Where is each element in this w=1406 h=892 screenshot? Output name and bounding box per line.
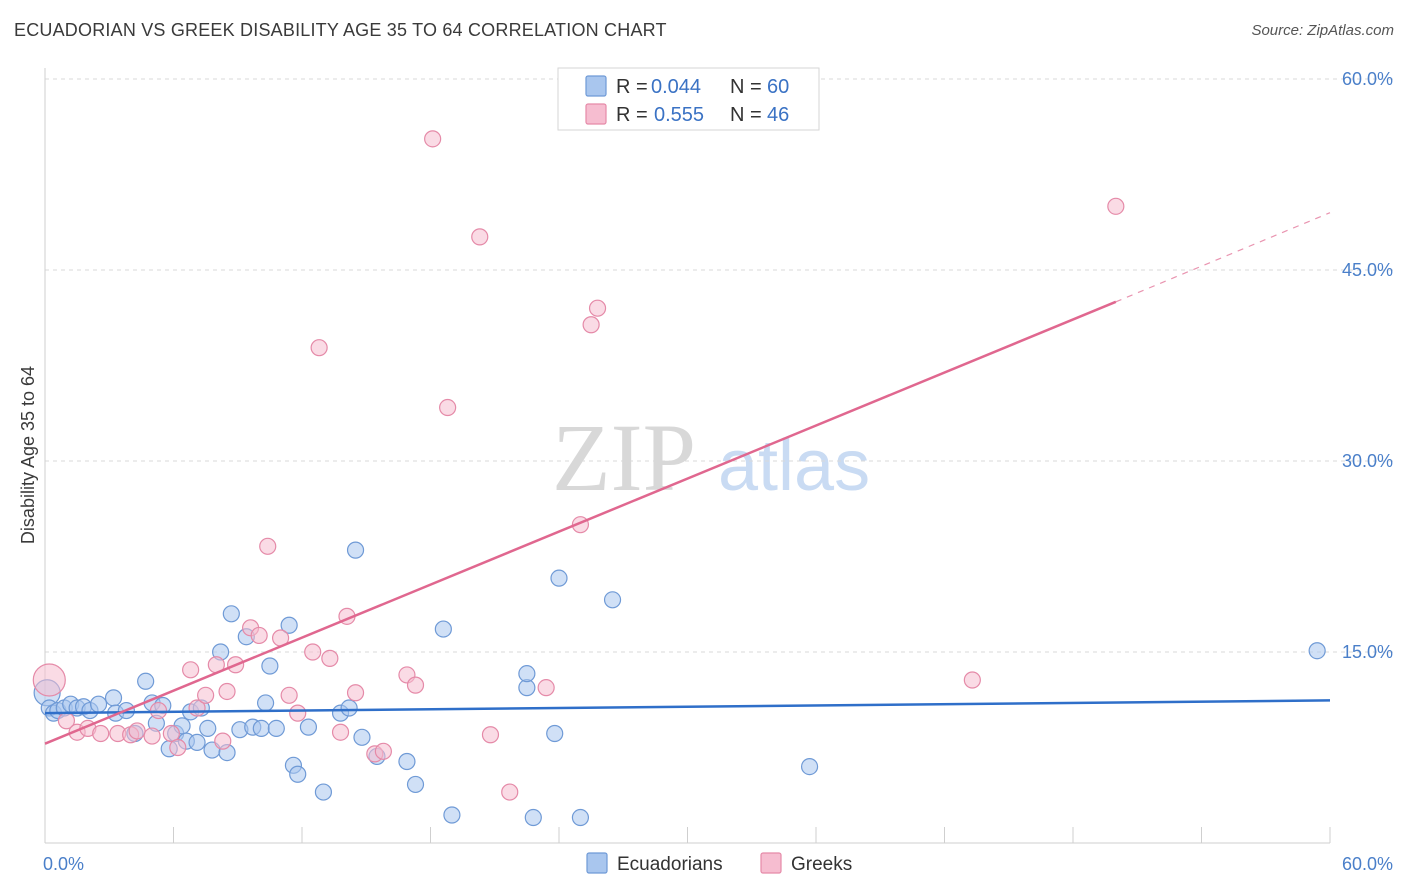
ecuadorian-point (434, 620, 452, 638)
legend-r-value-greeks: 0.555 (654, 104, 704, 126)
greek-point (32, 663, 66, 697)
greeks-trend-extension (1115, 212, 1331, 303)
greek-point (537, 679, 555, 697)
ecuadorians-trend-line (44, 699, 1331, 715)
ecuadorian-point (199, 719, 217, 738)
greek-point (963, 671, 981, 689)
ecuadorian-point (222, 605, 240, 623)
greeks-points (32, 130, 1125, 801)
ecuadorian-point (406, 775, 425, 794)
greek-point (321, 649, 339, 667)
ecuadorian-point (346, 541, 365, 559)
ecuadorian-point (256, 694, 275, 712)
greek-point (162, 724, 180, 743)
greek-point (169, 738, 187, 757)
greek-point (250, 626, 268, 645)
greek-point (331, 723, 350, 741)
ecuadorian-point (546, 724, 564, 743)
ecuadorian-point (261, 657, 279, 675)
greek-point (259, 537, 277, 555)
gridlines (45, 78, 1395, 653)
y-tick-labels: 15.0% 30.0% 45.0% 60.0% (1342, 69, 1393, 662)
greek-point (214, 732, 232, 750)
y-tick-label: 15.0% (1342, 642, 1393, 662)
correlation-legend: R = 0.044 N = 60 R = 0.555 N = 46 (557, 67, 820, 131)
legend-n-label-greeks: N = (730, 104, 762, 126)
ecuadorian-point (518, 665, 536, 683)
ecuadorian-point (104, 689, 123, 707)
legend-r-label-ecuadorians: R = (616, 76, 648, 98)
chart-title: ECUADORIAN VS GREEK DISABILITY AGE 35 TO… (14, 20, 667, 40)
ecuadorian-point (340, 699, 358, 717)
ecuadorian-point (443, 806, 461, 824)
greek-point (406, 676, 425, 694)
greek-point (481, 726, 500, 744)
ecuadorian-point (353, 728, 371, 746)
ecuadorian-point (1308, 642, 1326, 660)
greek-point (304, 643, 322, 661)
y-tick-label: 60.0% (1342, 69, 1393, 89)
bottom-legend-swatch-greeks (760, 852, 782, 874)
x-tick-labels: 0.0% 60.0% (43, 854, 1393, 874)
ecuadorian-point (800, 757, 819, 776)
ecuadorian-point (89, 695, 108, 713)
greek-point (310, 339, 328, 357)
legend-n-label-ecuadorians: N = (730, 76, 762, 98)
y-tick-label: 30.0% (1342, 451, 1393, 471)
greek-point (501, 783, 519, 801)
trend-lines (44, 212, 1331, 745)
greek-point (128, 722, 146, 740)
y-axis-label: Disability Age 35 to 64 (18, 366, 38, 544)
greek-point (197, 686, 215, 704)
legend-n-value-greeks: 46 (767, 104, 789, 126)
ecuadorian-point (280, 616, 298, 634)
ecuadorian-point (524, 808, 542, 827)
ecuadorian-point (550, 569, 568, 587)
greek-point (439, 398, 457, 417)
x-tick-label-min: 0.0% (43, 854, 84, 874)
greek-point (218, 682, 236, 701)
greek-point (149, 701, 168, 720)
ecuadorian-point (137, 672, 155, 690)
greeks-trend-line (44, 300, 1117, 745)
x-tick-label-max: 60.0% (1342, 854, 1393, 874)
legend-swatch-ecuadorians (585, 75, 607, 97)
bottom-legend-label-ecuadorians: Ecuadorians (617, 854, 723, 875)
greek-point (143, 727, 161, 745)
ecuadorian-point (267, 719, 285, 738)
ecuadorian-point (188, 733, 206, 752)
ecuadorian-point (289, 765, 307, 783)
ecuadorian-point (299, 718, 318, 736)
bottom-legend-label-greeks: Greeks (791, 854, 852, 875)
greek-point (471, 228, 489, 246)
legend-r-label-greeks: R = (616, 104, 648, 126)
bottom-legend-swatch-ecuadorians (586, 852, 608, 874)
greek-point (92, 724, 110, 743)
ecuadorian-point (571, 808, 590, 827)
watermark-atlas: atlas (718, 426, 870, 506)
greek-point (588, 299, 607, 317)
greek-point (1107, 197, 1125, 215)
legend-swatch-greeks (585, 103, 607, 125)
greek-point (582, 316, 600, 334)
greek-point (374, 742, 392, 760)
greek-point (346, 684, 365, 702)
series-legend: Ecuadorians Greeks (586, 852, 852, 875)
ecuadorian-point (314, 783, 333, 801)
legend-n-value-ecuadorians: 60 (767, 76, 789, 98)
greek-point (424, 130, 442, 148)
greek-point (289, 704, 307, 722)
y-tick-label: 45.0% (1342, 260, 1393, 280)
legend-r-value-ecuadorians: 0.044 (651, 76, 701, 98)
watermark-zip: ZIP (552, 404, 696, 511)
ecuadorian-point (252, 719, 270, 738)
greek-point (280, 686, 298, 704)
source-label: Source: ZipAtlas.com (1251, 22, 1394, 39)
greek-point (182, 661, 200, 679)
ecuadorian-point (398, 752, 416, 771)
ecuadorian-point (603, 591, 622, 609)
